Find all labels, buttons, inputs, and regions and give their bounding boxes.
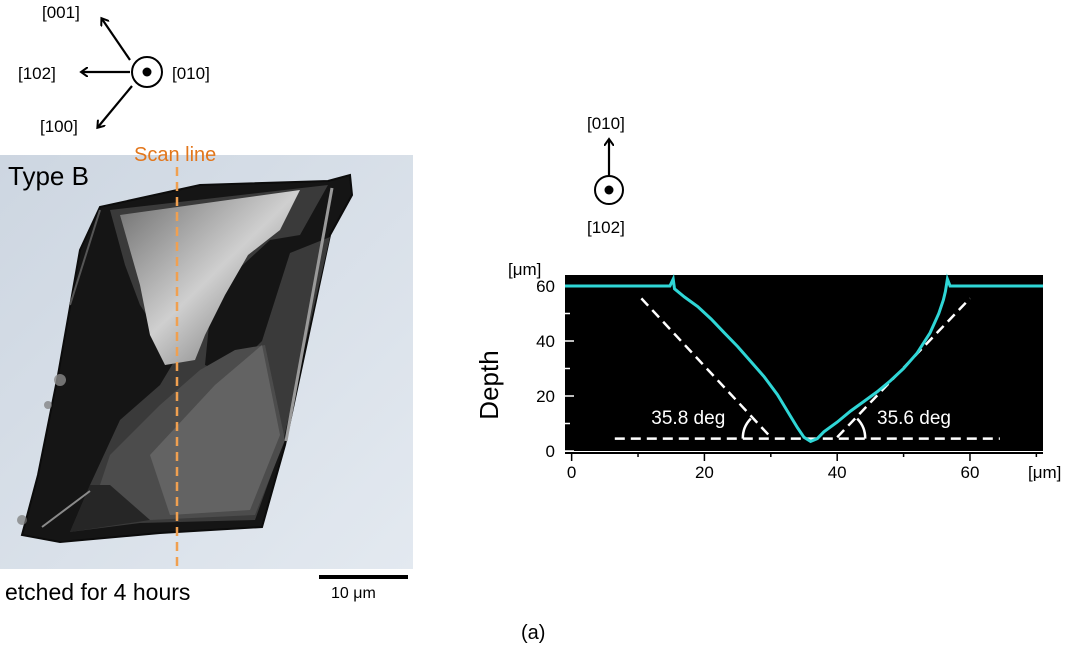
crystal-axes-diagram: [60, 4, 163, 134]
y-tick-label: 20: [536, 387, 555, 406]
profile-axes-diagram: [594, 132, 624, 205]
y-tick-label: 0: [546, 442, 555, 461]
x-axis-unit: [μm]: [1028, 463, 1061, 482]
axis-001-arrow: [102, 19, 131, 61]
angle-arc-left: [741, 417, 752, 439]
depth-profile-line: [565, 273, 1043, 444]
scan-line-label: Scan line: [134, 144, 217, 166]
scale-bar-label: 10 μm: [331, 585, 376, 602]
profile-axis-010-label: [010]: [587, 114, 625, 133]
axis-001-label: [001]: [42, 3, 80, 22]
angle-annotation: 35.8 deg: [651, 408, 725, 429]
depth-profile-chart: 35.8 deg 35.6 deg 0 20 40 60 0 20 40 60 Depth [μ…: [478, 260, 1061, 482]
etched-crystal: [0, 155, 413, 569]
axis-010-label: [010]: [172, 64, 210, 83]
plot-background: [565, 275, 1043, 451]
x-tick-label: 20: [695, 463, 714, 482]
y-tick-label: 60: [536, 277, 555, 296]
type-label: Type B: [8, 161, 89, 191]
angle-annotation: 35.6 deg: [877, 408, 951, 429]
x-tick-label: 60: [961, 463, 980, 482]
y-axis-unit: [μm]: [508, 260, 541, 279]
out-of-plane-dot: [142, 67, 152, 77]
profile-axis-102-label: [102]: [587, 218, 625, 237]
figure-caption: (a): [521, 622, 546, 644]
profile-out-of-plane-dot: [604, 185, 614, 195]
x-tick-label: 40: [828, 463, 847, 482]
axis-100-label: [100]: [40, 117, 78, 136]
scale-bar: [319, 575, 408, 579]
y-tick-label: 40: [536, 332, 555, 351]
etch-time-label: etched for 4 hours: [5, 579, 191, 605]
angle-arc-right: [856, 417, 867, 439]
axis-102-label: [102]: [18, 64, 56, 83]
x-tick-label: 0: [567, 463, 576, 482]
axis-100-arrow: [98, 85, 133, 127]
y-axis-label: Depth: [478, 350, 504, 419]
micrograph-image: [0, 155, 413, 569]
